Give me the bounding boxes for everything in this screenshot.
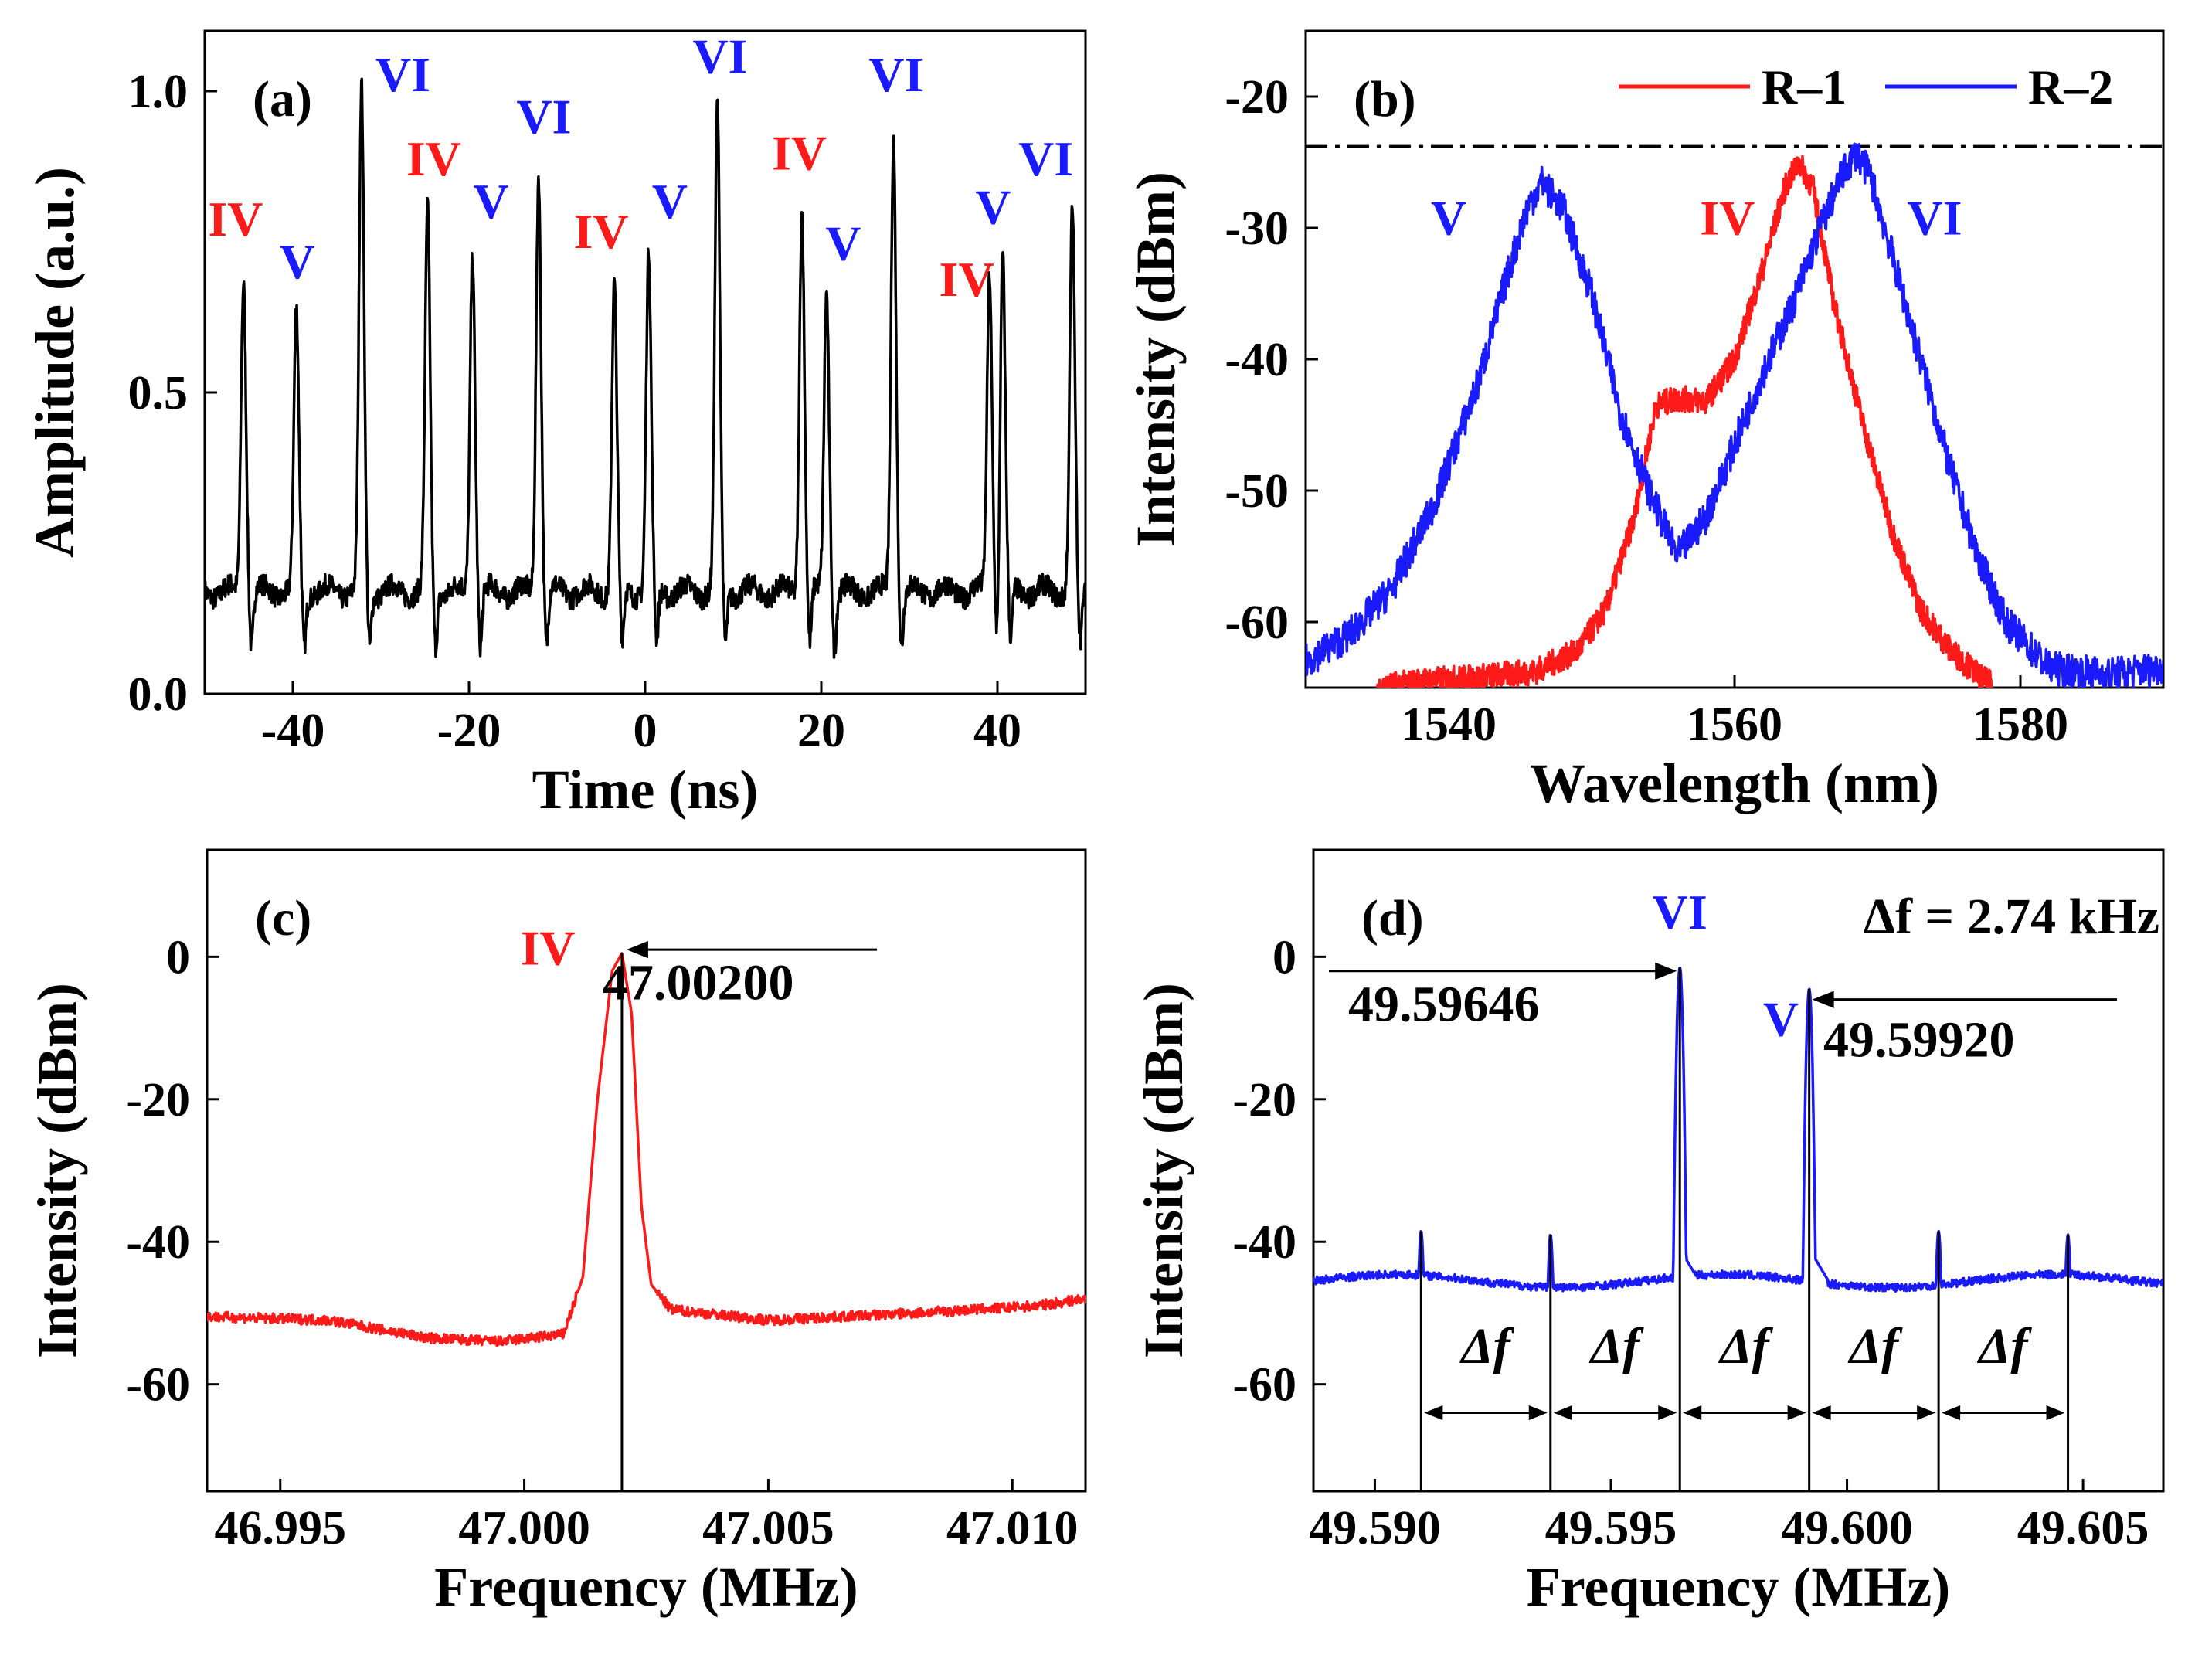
- x-tick-label-c: 47.000: [458, 1502, 590, 1555]
- x-tick-label-a: -20: [437, 705, 501, 757]
- mode-label-VI: VI: [1907, 191, 1962, 246]
- mode-label-V: V: [975, 180, 1011, 235]
- mode-label-V: V: [1431, 191, 1466, 246]
- y-tick-label-d: -60: [1232, 1359, 1296, 1412]
- delta-f-label: Δf: [1976, 1318, 2032, 1374]
- y-tick-label-a: 0.0: [128, 668, 189, 721]
- spectrum-line-2: [1306, 142, 2163, 688]
- spectrum-line-1: [1376, 155, 1993, 688]
- x-tick-label-d: 49.605: [2017, 1502, 2149, 1555]
- x-tick-label-d: 49.590: [1309, 1502, 1441, 1555]
- y-tick-label-c: -60: [126, 1359, 190, 1412]
- y-tick-label-b: -60: [1225, 596, 1289, 649]
- legend-label-r2: R–2: [2028, 59, 2113, 114]
- mode-label-V: V: [1763, 992, 1799, 1047]
- y-tick-label-a: 1.0: [128, 66, 189, 118]
- x-tick-label-d: 49.595: [1545, 1502, 1677, 1555]
- arrow-head: [1424, 1405, 1443, 1421]
- mode-label-IV: IV: [940, 252, 994, 307]
- arrow-head: [1917, 1405, 1936, 1421]
- y-axis-label-b: Intensity (dBm): [1125, 172, 1187, 547]
- panel-label-b: (b): [1354, 71, 1416, 127]
- mode-label-VI: VI: [868, 47, 923, 102]
- frequency-label: 47.00200: [603, 955, 794, 1011]
- delta-f-label: Δf: [1847, 1318, 1903, 1374]
- arrow-head: [1655, 962, 1677, 980]
- mode-label-V: V: [825, 216, 861, 270]
- x-tick-label-c: 47.010: [946, 1502, 1079, 1555]
- plot-frame-d: [1312, 848, 2165, 1493]
- mode-label-V: V: [280, 234, 315, 289]
- x-tick-label-a: -40: [261, 705, 325, 757]
- arrow-head: [2046, 1405, 2065, 1421]
- delta-f-label: Δf: [1588, 1318, 1644, 1374]
- x-tick-label-a: 0: [634, 705, 657, 757]
- y-tick-label-d: 0: [1272, 931, 1296, 984]
- y-tick-label-b: -50: [1225, 465, 1289, 518]
- mode-label-V: V: [652, 174, 688, 229]
- x-tick-label-a: 40: [973, 705, 1021, 757]
- pulse-train-line: [205, 77, 1086, 659]
- x-axis-label-d: Frequency (MHz): [1527, 1556, 1951, 1618]
- y-tick-label-d: -40: [1232, 1216, 1296, 1269]
- mode-label-IV: IV: [208, 192, 263, 246]
- y-tick-label-b: -20: [1225, 71, 1289, 124]
- delta-f-value: Δf = 2.74 kHz: [1864, 889, 2159, 945]
- y-tick-label-a: 0.5: [128, 367, 189, 420]
- x-tick-label-d: 49.600: [1781, 1502, 1913, 1555]
- arrow-head: [1528, 1405, 1548, 1421]
- x-tick-label-a: 20: [797, 705, 845, 757]
- mode-label-IV: IV: [520, 920, 575, 975]
- x-tick-label-c: 47.005: [702, 1502, 834, 1555]
- mode-label-VI: VI: [1018, 131, 1073, 186]
- mode-label-IV: IV: [406, 131, 461, 186]
- mode-label-VI: VI: [692, 29, 747, 84]
- y-tick-label-b: -40: [1225, 334, 1289, 386]
- mode-label-V: V: [473, 174, 508, 229]
- mode-label-IV: IV: [772, 125, 827, 180]
- x-tick-label-b: 1560: [1687, 698, 1782, 751]
- legend-label-r1: R–1: [1762, 59, 1847, 114]
- x-axis-label-c: Frequency (MHz): [434, 1556, 858, 1618]
- arrow-head: [1812, 1405, 1831, 1421]
- mode-label-VI: VI: [1653, 885, 1707, 940]
- x-axis-label-a: Time (ns): [532, 759, 759, 821]
- delta-f-label: Δf: [1459, 1318, 1514, 1374]
- arrow-head: [626, 940, 648, 959]
- y-tick-label-b: -30: [1225, 202, 1289, 255]
- y-tick-label-d: -20: [1232, 1074, 1296, 1126]
- y-tick-label-c: 0: [166, 931, 190, 984]
- mode-label-IV: IV: [1700, 191, 1755, 246]
- y-tick-label-c: -20: [126, 1074, 190, 1126]
- beat-spectrum-line: [1313, 967, 2163, 1293]
- x-tick-label-c: 46.995: [215, 1502, 347, 1555]
- arrow-head: [1942, 1405, 1961, 1421]
- panel-label-a: (a): [253, 71, 312, 127]
- arrow-head: [1683, 1405, 1702, 1421]
- plot-frame-a: [203, 29, 1087, 695]
- delta-f-label: Δf: [1718, 1318, 1773, 1374]
- x-tick-label-b: 1580: [1972, 698, 2068, 751]
- y-axis-label-c: Intensity (dBm): [26, 983, 88, 1358]
- arrow-head: [1658, 1405, 1677, 1421]
- plot-frame-c: [206, 848, 1087, 1493]
- x-axis-label-b: Wavelength (nm): [1530, 753, 1939, 814]
- panel-label-d: (d): [1361, 890, 1424, 946]
- mode-label-VI: VI: [516, 90, 571, 144]
- beat-spectrum-line: [207, 952, 1086, 1347]
- arrow-head: [1812, 991, 1834, 1008]
- y-axis-label-d: Intensity (dBm): [1133, 983, 1194, 1358]
- y-tick-label-c: -40: [126, 1216, 190, 1269]
- mode-label-IV: IV: [573, 204, 628, 259]
- y-axis-label-a: Amplitude (a.u.): [24, 167, 86, 558]
- mode-label-VI: VI: [375, 47, 430, 102]
- arrow-head: [1787, 1405, 1806, 1421]
- frequency-label: 49.59920: [1823, 1011, 2015, 1068]
- arrow-head: [1553, 1405, 1572, 1421]
- panel-label-c: (c): [255, 890, 311, 946]
- frequency-label: 49.59646: [1348, 976, 1540, 1032]
- x-tick-label-b: 1540: [1401, 698, 1497, 751]
